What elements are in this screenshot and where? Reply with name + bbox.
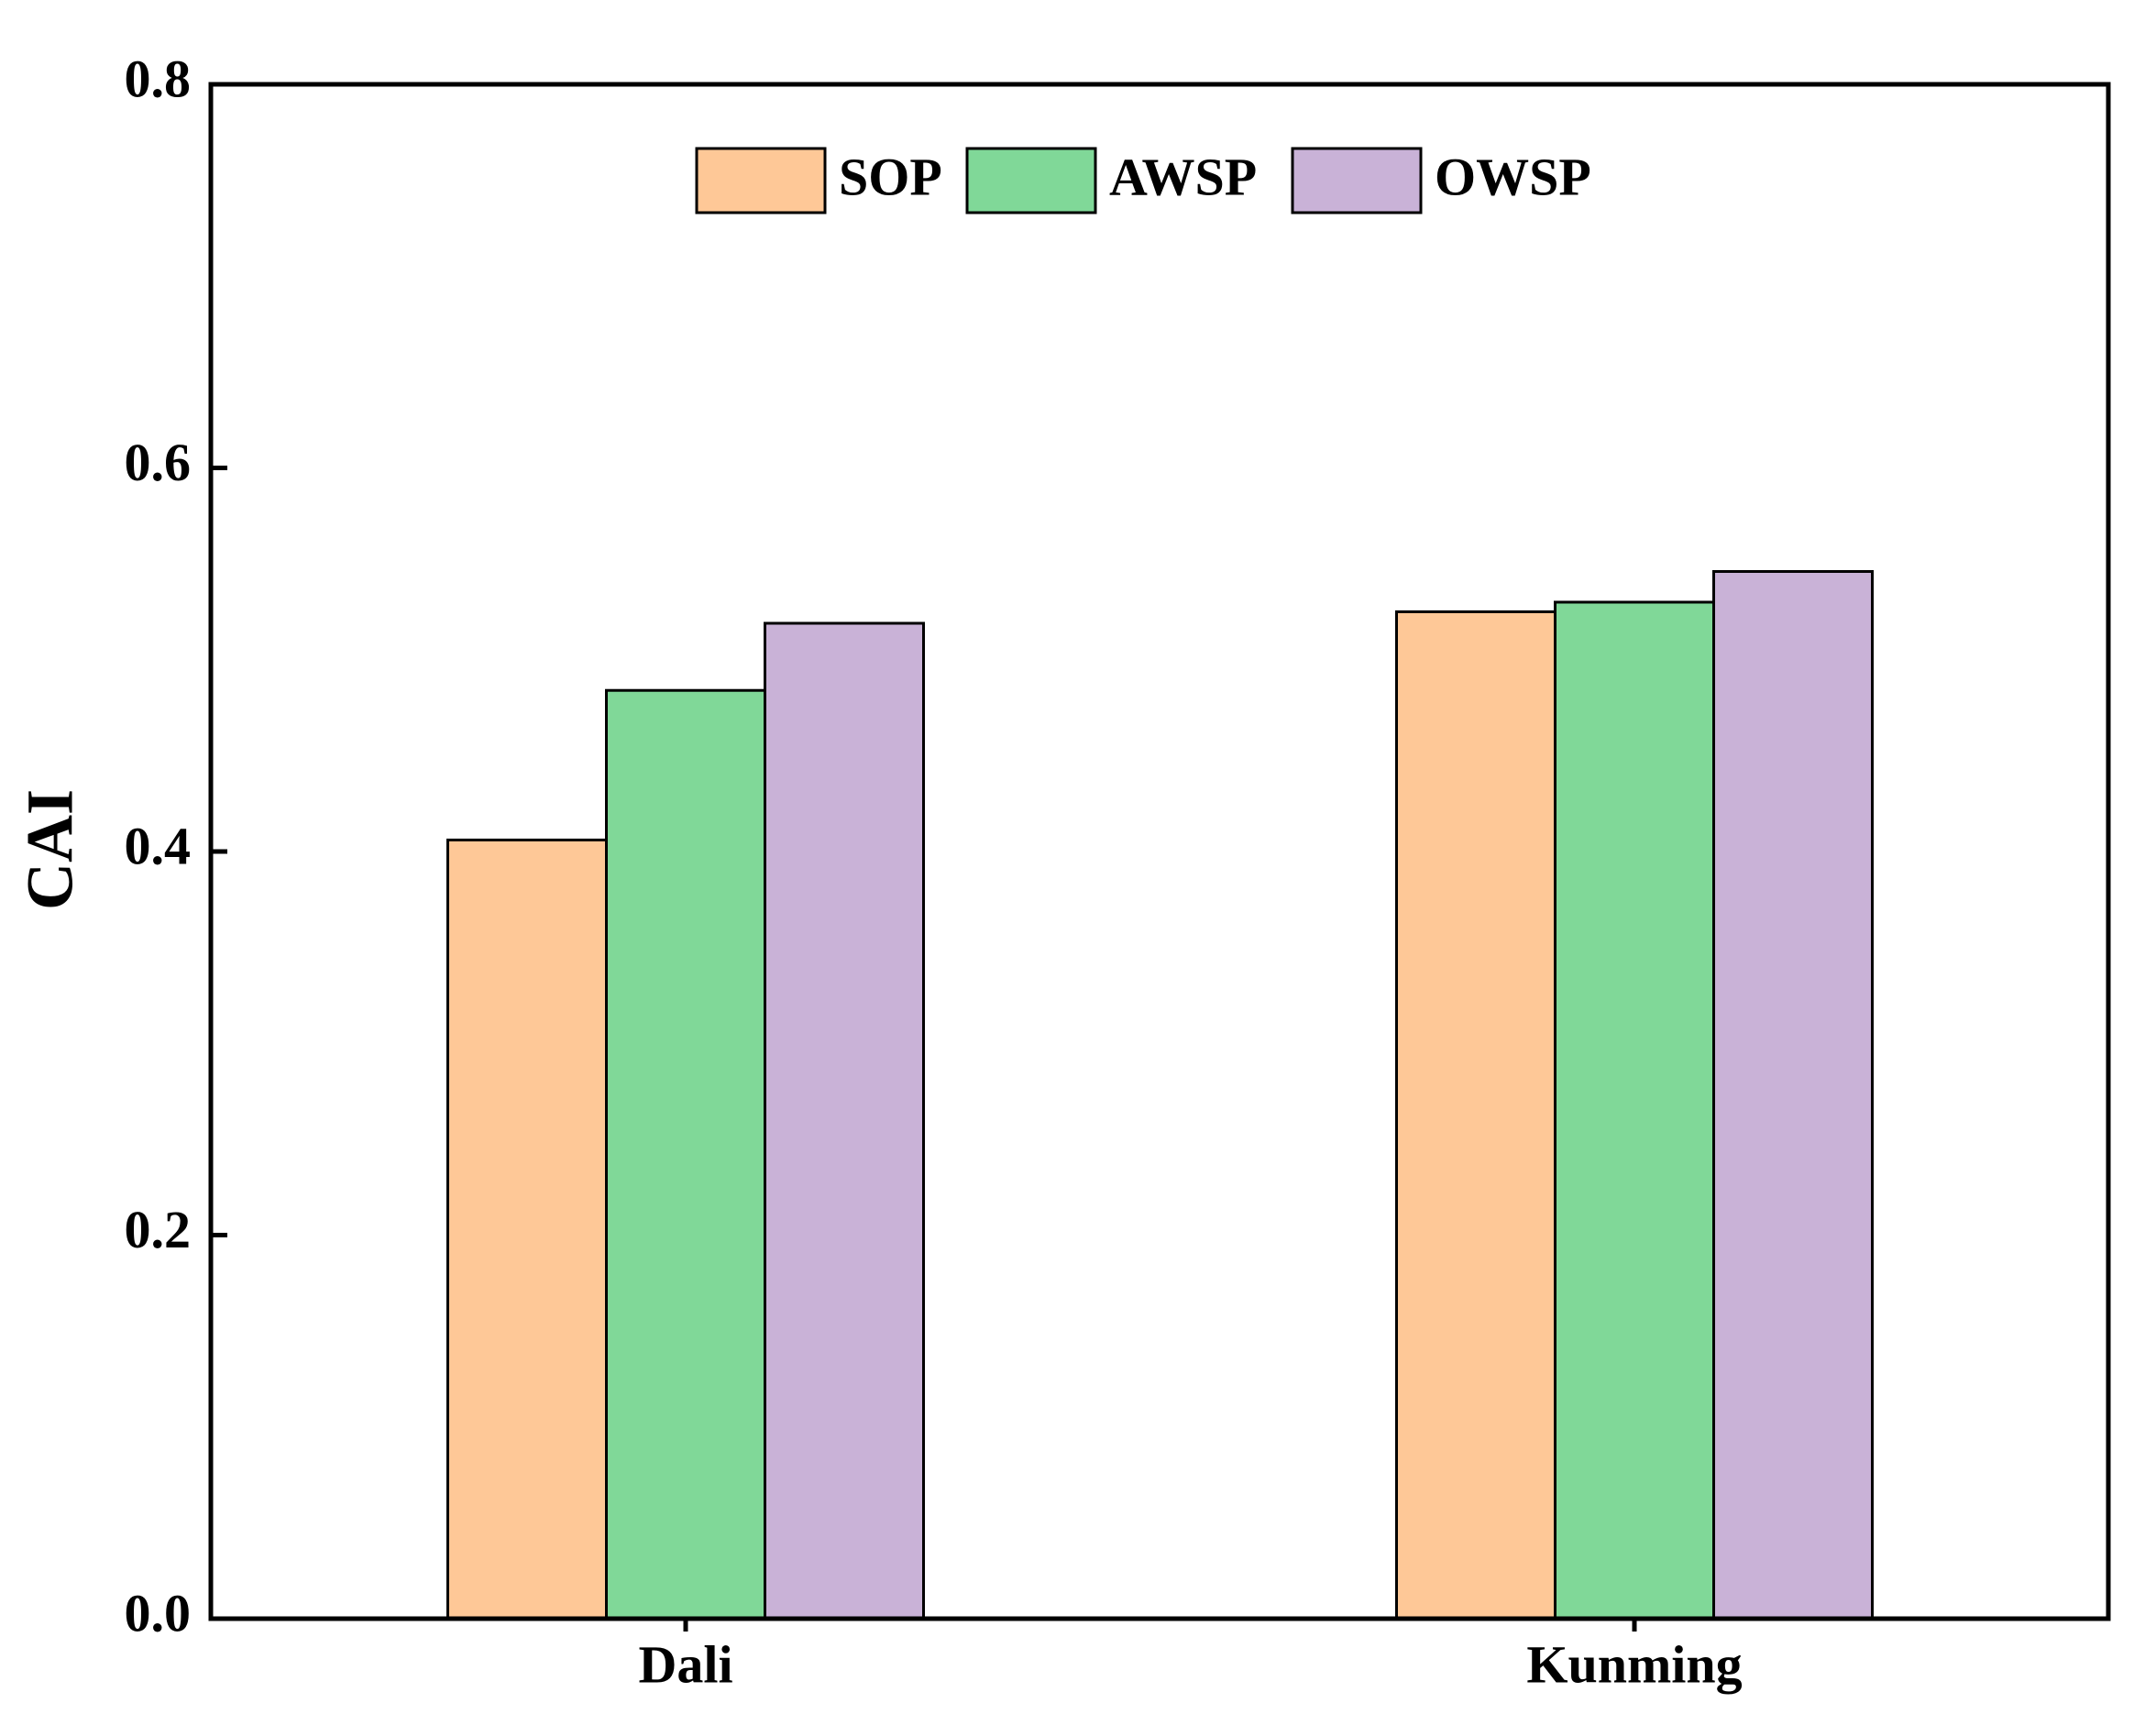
- y-axis-title: CAI: [14, 789, 87, 910]
- legend-label-owsp: OWSP: [1435, 147, 1591, 206]
- y-tick-label: 0.8: [125, 49, 192, 108]
- bars-layer: [446, 569, 1874, 1621]
- bar-awsp-kunming: [1554, 600, 1715, 1621]
- y-tick-label: 0.6: [125, 433, 192, 492]
- legend-swatch-sop: [695, 147, 827, 214]
- y-tick-label: 0.2: [125, 1200, 192, 1259]
- legend: SOP AWSP OWSP: [695, 147, 1591, 214]
- y-ticks-layer: 0.0 0.2 0.4 0.6 0.8: [125, 49, 227, 1643]
- category-label-kunming: Kunming: [1526, 1634, 1742, 1694]
- bar-sop-kunming: [1395, 610, 1556, 1621]
- y-tick-label: 0.4: [125, 816, 192, 875]
- legend-swatch-owsp: [1291, 147, 1423, 214]
- category-label-dali: Dali: [638, 1634, 732, 1694]
- bar-owsp-dali: [764, 621, 925, 1621]
- y-tick-label: 0.0: [125, 1583, 192, 1643]
- bar-sop-dali: [446, 838, 608, 1621]
- bar-awsp-dali: [605, 688, 766, 1621]
- legend-label-awsp: AWSP: [1109, 147, 1257, 206]
- legend-label-sop: SOP: [839, 147, 942, 206]
- bar-owsp-kunming: [1712, 569, 1874, 1621]
- category-labels-layer: Dali Kunming: [638, 1619, 1743, 1694]
- legend-swatch-awsp: [965, 147, 1097, 214]
